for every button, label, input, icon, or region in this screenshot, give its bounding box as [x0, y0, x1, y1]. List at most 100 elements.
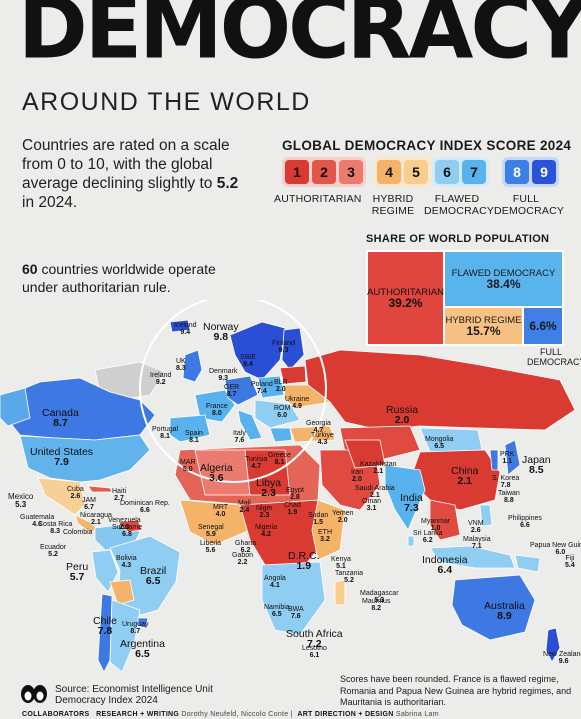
country-label: Poland 7.4	[251, 381, 273, 395]
country-score: 7.9	[54, 456, 69, 468]
country-label: Mexico 5.3	[8, 493, 33, 509]
global-average-value: 5.2	[216, 175, 239, 192]
country-score: 8.3	[176, 365, 186, 372]
country-name: China	[451, 465, 479, 477]
country-name: Costa Rica	[38, 521, 73, 528]
country-label: Türkiye 4.3	[311, 432, 334, 446]
country-score: 4.1	[270, 582, 280, 589]
country-score: 6.4	[437, 564, 453, 576]
country-label: Russia 2.0	[386, 405, 418, 426]
region-philippines	[479, 504, 493, 527]
country-score: 2.4	[239, 507, 250, 514]
country-name: Angola	[264, 575, 286, 582]
country-score: 4.9	[292, 403, 302, 410]
credits-brand: COLLABORATORS	[22, 711, 90, 718]
country-name: Madagascar	[360, 590, 399, 597]
country-name: Malaysia	[463, 536, 491, 543]
country-label: Kazakhstan 2.1	[360, 461, 397, 475]
region-east-africa	[311, 499, 346, 561]
share-flawed: FLAWED DEMOCRACY 38.4%	[444, 251, 563, 307]
country-name: Tanzania	[335, 570, 364, 577]
region-southern-africa	[261, 561, 326, 636]
country-label: Angola 4.1	[264, 575, 286, 589]
country-label: Indonesia 6.4	[422, 555, 468, 576]
country-name: SWE	[240, 354, 256, 361]
country-name: Türkiye	[311, 432, 334, 439]
country-label: Taiwan 8.8	[498, 490, 520, 504]
country-score: 4.6	[32, 521, 42, 528]
country-label: Canada 8.7	[42, 408, 79, 429]
country-score: 2.1	[369, 492, 380, 499]
country-label: Haiti 2.7	[112, 488, 126, 502]
country-name: Uruguay	[122, 621, 149, 628]
country-label: MAR 5.0	[180, 459, 196, 473]
scale-category-label: AUTHORITARIAN	[274, 193, 362, 205]
country-name: Haiti	[112, 488, 127, 495]
country-label: United States 7.9	[30, 447, 93, 468]
country-label: Argentina 6.5	[120, 639, 165, 660]
country-name: Denmark	[209, 368, 238, 375]
region-turkiye	[289, 425, 336, 443]
credits-research-label: RESEARCH + WRITING	[96, 711, 180, 718]
country-label: VNM 2.6	[468, 520, 484, 534]
scale-step-6: 6	[435, 160, 459, 184]
country-score: 5.3	[374, 597, 385, 604]
country-score: 1.5	[313, 519, 323, 526]
country-name: BWA	[288, 606, 304, 613]
country-score: 2.8	[290, 494, 300, 501]
country-score: 7.1	[471, 543, 482, 550]
country-name: Taiwan	[498, 490, 520, 497]
country-score: 8.1	[274, 459, 285, 466]
country-label: JAM 6.7	[82, 497, 96, 511]
country-label: Suriname 6.8	[112, 524, 142, 538]
country-label: Georgia 4.7	[306, 420, 331, 434]
scale-step-8: 8	[505, 160, 529, 184]
scale-step-7: 7	[462, 160, 486, 184]
country-label: Malaysia 7.1	[463, 536, 491, 550]
country-score: 6.0	[555, 549, 566, 556]
country-label: Namibia 6.5	[264, 604, 290, 618]
country-label: PRK 1.1	[500, 451, 514, 465]
country-label: Finland 9.3	[272, 340, 295, 354]
country-score: 8.2	[371, 605, 382, 612]
region-se-asia	[429, 499, 461, 541]
country-name: Iceland	[174, 322, 197, 329]
country-name: Chile	[93, 615, 117, 627]
region-italy	[237, 409, 263, 441]
country-name: MAR	[180, 459, 196, 466]
country-name: Lesotho	[302, 645, 327, 652]
share-authoritarian-value: 39.2%	[388, 296, 423, 310]
credits: COLLABORATORS RESEARCH + WRITING Dorothy…	[22, 711, 439, 718]
country-score: 9.4	[180, 329, 191, 336]
country-score: 5.6	[205, 547, 216, 554]
country-name: Norway	[203, 321, 239, 333]
country-score: 8.8	[504, 497, 514, 504]
country-score: 9.3	[278, 347, 289, 354]
country-name: Portugal	[152, 426, 179, 433]
country-label: Brazil 6.5	[140, 566, 166, 587]
country-score: 2.6	[70, 493, 81, 500]
country-name: GER	[224, 384, 240, 391]
region-bolivia	[109, 579, 135, 606]
country-score: 6.5	[145, 575, 161, 587]
country-name: Kenya	[331, 556, 351, 563]
country-name: New Zealand	[543, 651, 581, 658]
country-label: Greece 8.1	[268, 452, 291, 466]
country-score: 6.0	[277, 412, 288, 419]
country-name: Namibia	[264, 604, 290, 611]
country-name: S. Korea	[492, 475, 520, 482]
country-score: 2.7	[114, 495, 124, 502]
authoritarian-note-text: countries worldwide operate under author…	[22, 261, 216, 295]
country-name: Mexico	[8, 492, 34, 501]
country-score: 5.3	[15, 500, 27, 509]
region-west-africa	[179, 499, 251, 546]
country-score: 1.1	[502, 458, 513, 465]
region-argentina	[109, 599, 141, 673]
share-full-value: 6.6%	[529, 318, 557, 333]
scale-category-label: HYBRID REGIME	[371, 193, 415, 217]
region-sri-lanka	[407, 535, 415, 547]
country-score: 8.7	[130, 628, 141, 635]
quote-logo-icon	[21, 685, 47, 703]
country-score: 1.9	[287, 509, 298, 516]
